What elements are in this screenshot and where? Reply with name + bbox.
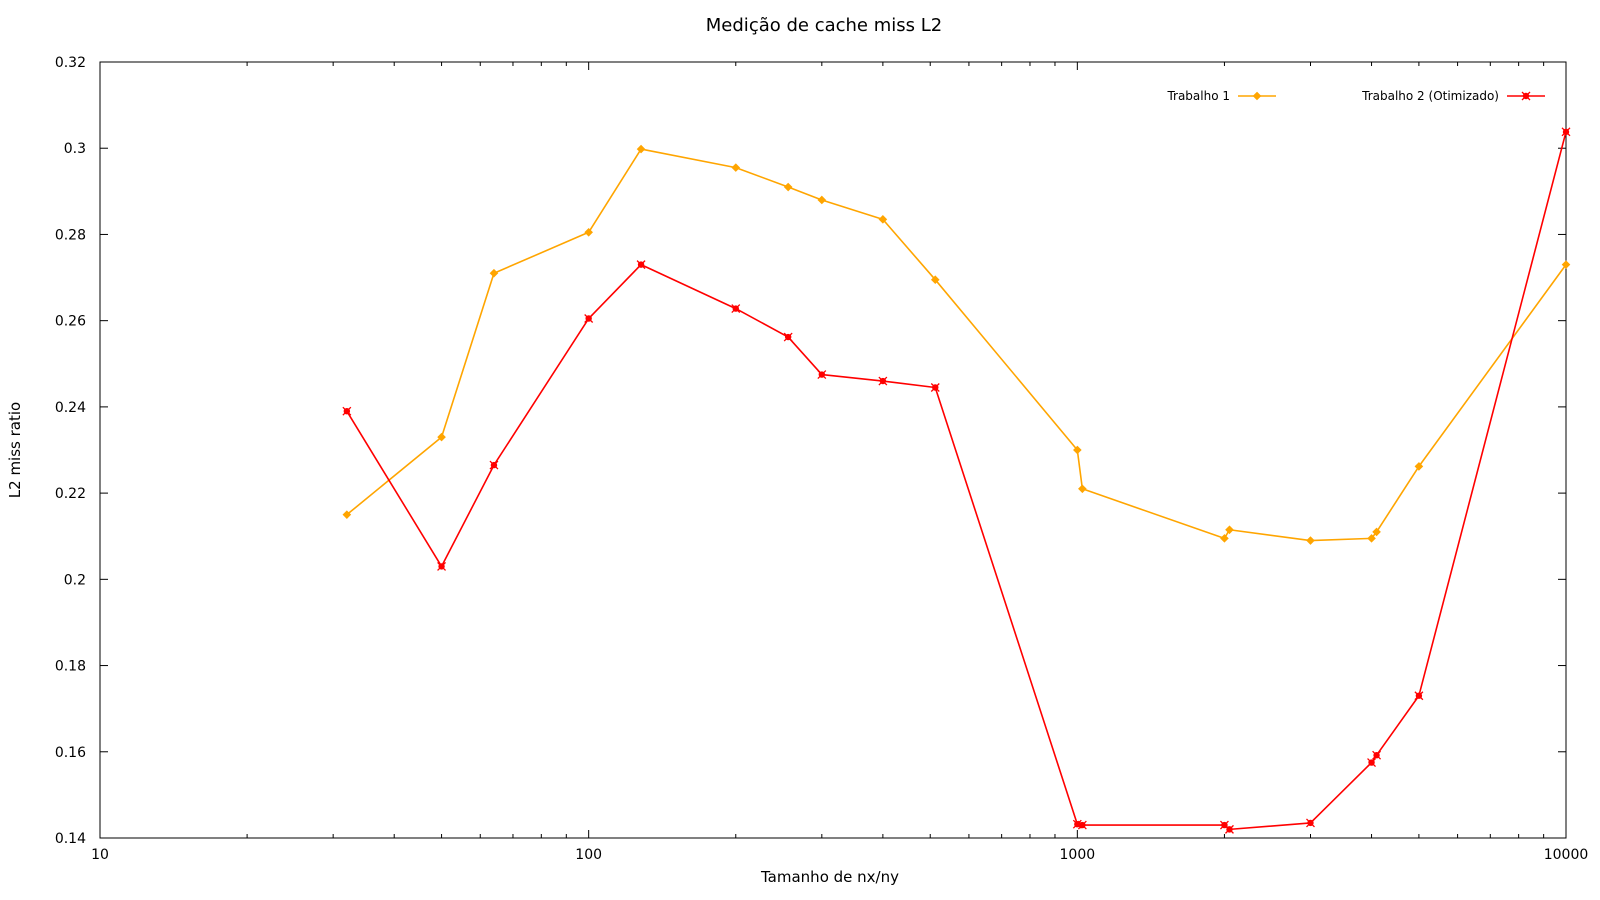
series-line bbox=[346, 131, 1567, 831]
data-point bbox=[1561, 260, 1571, 269]
data-point-cross bbox=[1072, 819, 1082, 829]
plot-area-frame bbox=[99, 61, 1567, 839]
axis-ticks: 0.14 0.16 0.18 0.2 0.22 0.24 0.26 0.28 0.3 0.32 10… bbox=[55, 55, 1588, 863]
data-point-cross bbox=[342, 406, 352, 416]
data-point bbox=[878, 376, 888, 386]
data-point bbox=[1225, 525, 1234, 535]
data-point-cross bbox=[930, 383, 940, 392]
data-point-cross bbox=[1367, 758, 1376, 768]
data-point bbox=[1077, 820, 1087, 830]
data-point-cross bbox=[1521, 91, 1531, 101]
x-axis-title: Tamanho de nx/ny bbox=[760, 868, 899, 886]
data-point bbox=[1561, 127, 1571, 137]
data-point-cross bbox=[1219, 820, 1229, 830]
x-tick-label: 10 bbox=[91, 847, 109, 863]
data-point bbox=[878, 215, 888, 224]
y-tick-label: 0.16 bbox=[55, 745, 86, 761]
data-point-cross bbox=[783, 332, 793, 342]
series-2 bbox=[342, 127, 1571, 834]
data-point bbox=[1414, 691, 1424, 701]
data-point-cross bbox=[489, 460, 499, 470]
series-1 bbox=[342, 144, 1571, 545]
data-point bbox=[783, 182, 793, 192]
data-point bbox=[817, 195, 827, 205]
y-tick-label: 0.3 bbox=[64, 141, 86, 157]
data-point bbox=[342, 406, 352, 416]
data-point-cross bbox=[878, 376, 888, 386]
data-point bbox=[342, 510, 352, 519]
x-tick-label: 10000 bbox=[1544, 847, 1589, 863]
series-line bbox=[346, 148, 1567, 542]
data-point bbox=[817, 370, 827, 380]
data-point-cross bbox=[1225, 824, 1234, 834]
data-point bbox=[1367, 534, 1376, 543]
chart-title: Medição de cache miss L2 bbox=[706, 15, 942, 36]
data-point bbox=[1521, 91, 1531, 101]
x-tick-label: 100 bbox=[575, 847, 602, 863]
data-point bbox=[1073, 445, 1082, 455]
data-point bbox=[731, 304, 741, 314]
data-point bbox=[489, 460, 499, 470]
data-point bbox=[1078, 484, 1087, 494]
y-tick-label: 0.32 bbox=[55, 55, 86, 71]
data-point-cross bbox=[1372, 750, 1382, 760]
data-point bbox=[1252, 91, 1262, 101]
y-axis-title: L2 miss ratio bbox=[6, 402, 24, 498]
data-point-cross bbox=[817, 370, 827, 380]
data-point-cross bbox=[1306, 818, 1315, 828]
data-point bbox=[783, 332, 793, 342]
y-tick-label: 0.22 bbox=[55, 486, 86, 502]
y-tick-label: 0.18 bbox=[55, 659, 86, 675]
data-point bbox=[1372, 750, 1382, 760]
data-point bbox=[930, 383, 940, 392]
data-point-cross bbox=[731, 304, 741, 314]
legend: Trabalho 1 Trabalho 2 (Otimizado) bbox=[1166, 89, 1545, 103]
data-point-cross bbox=[1077, 820, 1087, 830]
y-tick-label: 0.28 bbox=[55, 227, 86, 243]
y-tick-label: 0.24 bbox=[55, 400, 86, 416]
data-point bbox=[1220, 534, 1229, 543]
data-point bbox=[1367, 758, 1376, 768]
data-point bbox=[1372, 527, 1381, 537]
data-point bbox=[437, 561, 447, 571]
x-tick-label: 1000 bbox=[1060, 847, 1096, 863]
data-point bbox=[437, 432, 446, 442]
y-tick-label: 0.26 bbox=[55, 314, 86, 330]
data-point bbox=[489, 268, 499, 278]
y-tick-label: 0.14 bbox=[55, 831, 86, 847]
data-point-cross bbox=[437, 561, 447, 571]
legend-label: Trabalho 2 (Otimizado) bbox=[1361, 89, 1499, 103]
data-point bbox=[584, 314, 594, 323]
data-point bbox=[584, 227, 593, 237]
legend-label: Trabalho 1 bbox=[1166, 89, 1230, 103]
data-point bbox=[731, 163, 741, 172]
data-point-cross bbox=[1561, 127, 1571, 137]
data-point-cross bbox=[1414, 691, 1424, 701]
data-point bbox=[1414, 462, 1424, 471]
data-point-cross bbox=[636, 260, 646, 270]
data-point bbox=[930, 275, 940, 285]
data-point bbox=[636, 260, 646, 270]
data-point bbox=[1306, 818, 1315, 828]
legend-entry-1: Trabalho 1 bbox=[1166, 89, 1276, 103]
series-layer bbox=[342, 127, 1571, 834]
y-tick-label: 0.2 bbox=[64, 572, 86, 588]
legend-entry-2: Trabalho 2 (Otimizado) bbox=[1361, 89, 1545, 103]
data-point bbox=[636, 144, 646, 154]
data-point bbox=[1306, 536, 1315, 545]
data-point bbox=[1225, 824, 1234, 834]
data-point-cross bbox=[584, 314, 594, 323]
